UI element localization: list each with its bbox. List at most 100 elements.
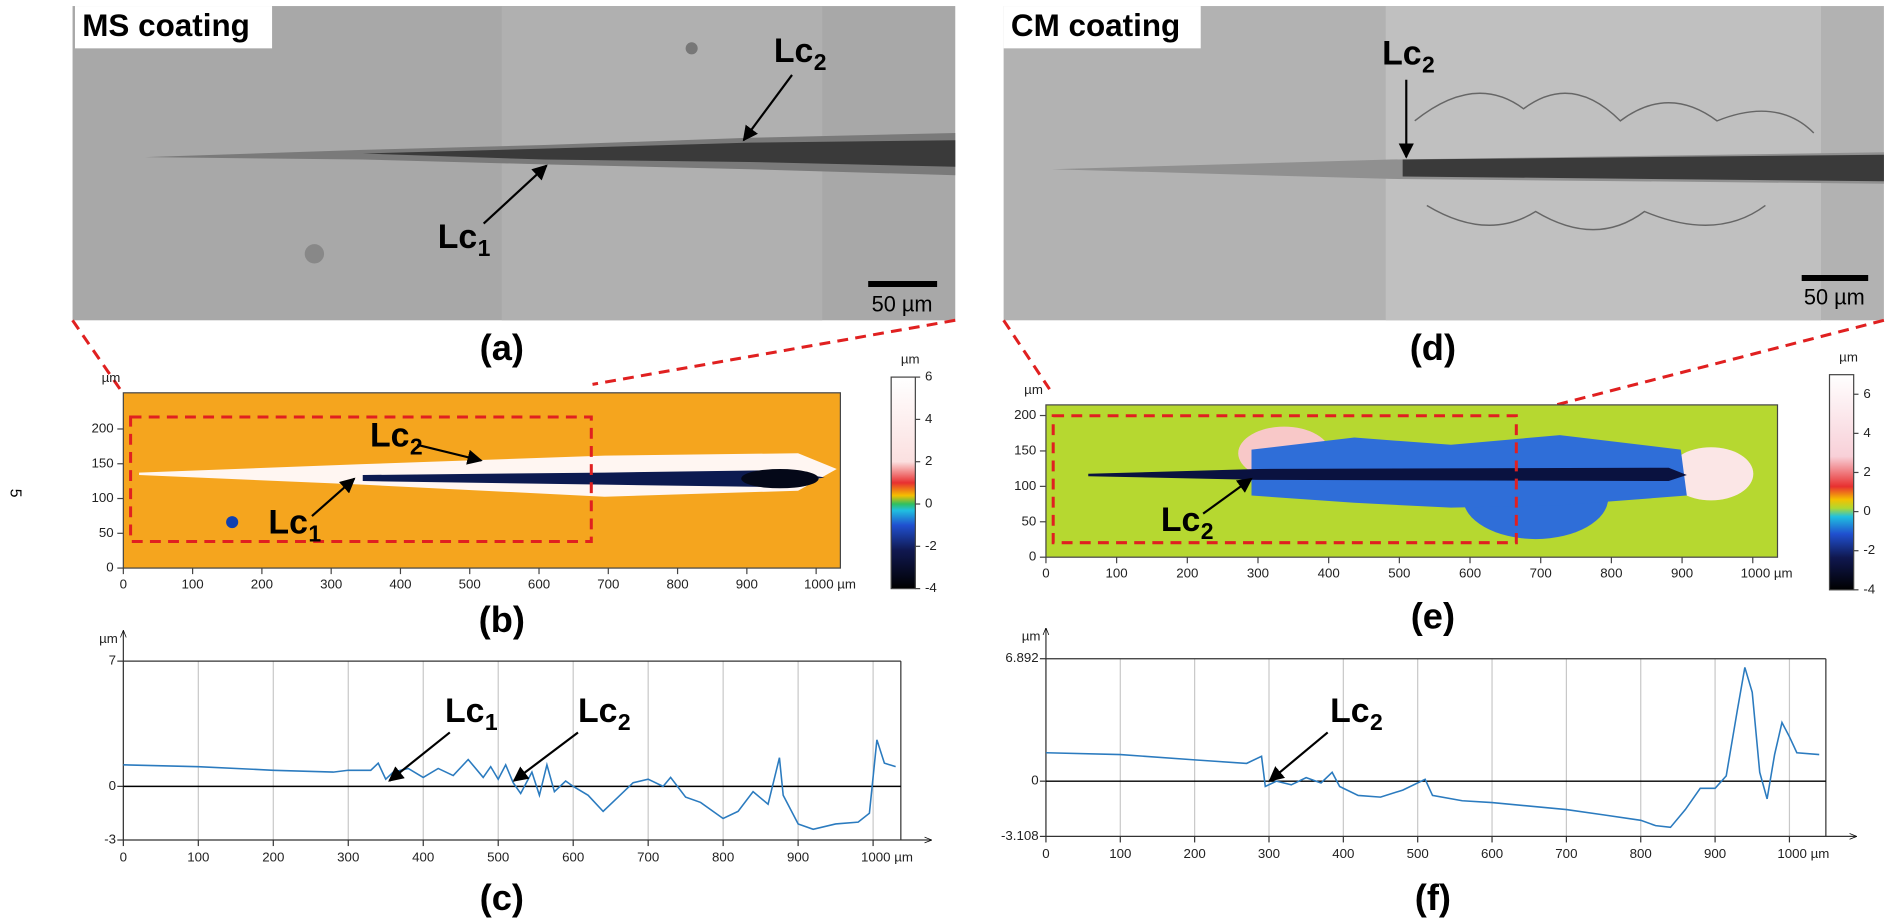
colorbar xyxy=(890,376,916,590)
x-tick-label: 400 xyxy=(1332,846,1354,861)
annotation: Lc xyxy=(1382,35,1421,73)
y-tick-label: 50 xyxy=(1021,513,1036,528)
annotation-sub: 2 xyxy=(1422,52,1435,78)
y-tick-label: 100 xyxy=(91,490,113,505)
x-tick-label: 800 xyxy=(712,850,734,865)
panel-title: CM coating xyxy=(1011,8,1180,43)
x-tick-label: 1000 µm xyxy=(1777,846,1829,861)
x-tick-label: 800 xyxy=(1600,566,1622,581)
x-tick-label: 900 xyxy=(1704,846,1726,861)
x-tick-label: 800 xyxy=(666,577,688,592)
roi xyxy=(1051,414,1518,545)
colorbar-tick-label: -4 xyxy=(925,580,937,595)
x-tick-label: 300 xyxy=(1247,566,1269,581)
annotation-sub: 1 xyxy=(308,521,321,547)
colorbar-tick-label: -2 xyxy=(925,538,937,553)
x-tick-label: 500 xyxy=(459,577,481,592)
x-tick-label: 600 xyxy=(562,850,584,865)
plot-frame xyxy=(1045,404,1779,558)
micrograph-a xyxy=(72,6,956,321)
x-tick-label: 500 xyxy=(1407,846,1429,861)
annotation: Lc xyxy=(370,416,409,454)
annotation-sub: 2 xyxy=(1370,709,1383,735)
annotation: Lc xyxy=(438,218,477,256)
annotation-arrow xyxy=(482,164,548,225)
y-tick-label: 7 xyxy=(109,653,116,668)
x-tick-label: 1000 µm xyxy=(1741,566,1793,581)
y-tick-label: -3.108 xyxy=(1001,828,1039,843)
x-tick-label: 400 xyxy=(1318,566,1340,581)
x-tick-label: 700 xyxy=(1530,566,1552,581)
y-tick-label: 6.892 xyxy=(1005,650,1038,665)
height-map xyxy=(226,516,239,529)
colorbar-tick-label: 6 xyxy=(1863,386,1870,401)
x-tick-label: 200 xyxy=(251,577,273,592)
annotation-arrow xyxy=(416,443,483,465)
colorbar-unit: µm xyxy=(1839,349,1858,364)
annotation-arrow xyxy=(512,731,579,782)
panel-title: MS coating xyxy=(82,8,250,43)
x-tick-label: 1000 µm xyxy=(804,577,856,592)
y-tick-label: 0 xyxy=(106,560,113,575)
profile-line xyxy=(123,739,896,831)
x-tick-label: 100 xyxy=(182,577,204,592)
x-tick-label: 0 xyxy=(120,850,127,865)
x-tick-label: 700 xyxy=(1555,846,1577,861)
x-tick-label: 200 xyxy=(1184,846,1206,861)
caption: (d) xyxy=(1410,327,1456,368)
colorbar-tick-label: -2 xyxy=(1863,542,1875,557)
chart-line: 0 100 200 300 400 500 600 700 800 900 1000 µm 6.892… xyxy=(1001,628,1856,861)
x-tick-label: 900 xyxy=(787,850,809,865)
y-tick-label: 0 xyxy=(1031,773,1038,788)
x-tick-label: 200 xyxy=(262,850,284,865)
x-tick-label: 300 xyxy=(337,850,359,865)
y-tick-label: 100 xyxy=(1014,478,1036,493)
chart-map: 0 100 200 300 400 500 600 700 800 900 1000 µm05010… xyxy=(1014,349,1875,596)
colorbar-tick-label: 2 xyxy=(1863,464,1870,479)
micrograph-d xyxy=(1003,6,1884,321)
title-box xyxy=(1003,6,1201,49)
x-tick-label: 100 xyxy=(187,850,209,865)
colorbar-tick-label: 0 xyxy=(925,496,932,511)
caption: (f) xyxy=(1415,877,1451,918)
y-tick-label: 200 xyxy=(1014,407,1036,422)
y-unit: µm xyxy=(99,631,118,646)
x-tick-label: 1000 µm xyxy=(861,850,913,865)
x-tick-label: 600 xyxy=(1459,566,1481,581)
annotation-sub: 2 xyxy=(410,433,423,459)
annotation-sub: 2 xyxy=(814,49,827,75)
annotation-sub: 2 xyxy=(1201,518,1214,544)
annotation-sub: 1 xyxy=(478,235,491,261)
chart-map: 0 100 200 300 400 500 600 700 800 900 1000 µm05010… xyxy=(91,352,936,595)
x-tick-label: 300 xyxy=(1258,846,1280,861)
y-unit: µm xyxy=(1024,382,1043,397)
annotation: Lc xyxy=(1161,501,1200,539)
chart-line: 0 100 200 300 400 500 600 700 800 900 1000 µm 7 0 -3 µ… xyxy=(99,631,931,865)
x-tick-label: 500 xyxy=(1388,566,1410,581)
y-tick-label: -3 xyxy=(104,832,116,847)
caption: (a) xyxy=(480,327,524,368)
annotation-arrow xyxy=(1268,731,1329,782)
annotation-arrow xyxy=(311,477,356,517)
height-map xyxy=(362,470,825,488)
colorbar xyxy=(1828,374,1855,591)
title-box xyxy=(74,6,273,49)
y-tick-label: 0 xyxy=(1029,549,1036,564)
annotation-sub: 1 xyxy=(485,709,498,735)
plot-frame xyxy=(122,392,841,569)
annotation-sub: 2 xyxy=(618,709,631,735)
caption: (e) xyxy=(1411,595,1455,636)
annotation: Lc xyxy=(445,692,484,730)
y-tick-label: 150 xyxy=(91,455,113,470)
annotation-arrow xyxy=(1202,477,1253,515)
annotation: Lc xyxy=(268,504,307,542)
x-tick-label: 400 xyxy=(389,577,411,592)
x-tick-label: 400 xyxy=(412,850,434,865)
caption: (b) xyxy=(479,599,525,640)
y-unit: µm xyxy=(1022,628,1041,643)
height-map xyxy=(741,468,819,489)
colorbar-tick-label: 4 xyxy=(1863,425,1870,440)
x-tick-label: 900 xyxy=(736,577,758,592)
y-tick-label: 50 xyxy=(99,525,114,540)
